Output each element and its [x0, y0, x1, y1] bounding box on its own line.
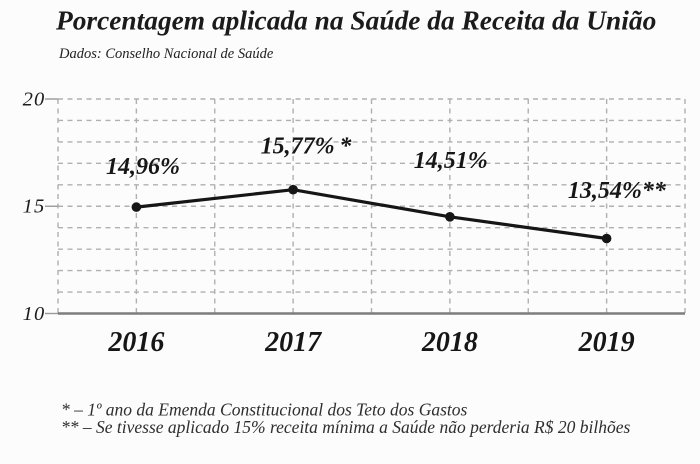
svg-text:20: 20	[23, 89, 46, 111]
svg-text:** – Se tivesse aplicado 15% r: ** – Se tivesse aplicado 15% receita mín…	[61, 417, 630, 437]
svg-text:15: 15	[23, 196, 46, 218]
svg-text:14,51%: 14,51%	[414, 148, 488, 174]
svg-text:2019: 2019	[578, 327, 635, 358]
svg-text:Porcentagem aplicada na Saúde: Porcentagem aplicada na Saúde da Receita…	[55, 6, 656, 36]
svg-text:13,54%**: 13,54%**	[568, 178, 667, 204]
svg-text:2016: 2016	[107, 327, 164, 358]
svg-text:14,96%: 14,96%	[106, 154, 180, 180]
svg-text:Dados: Conselho Nacional de Sa: Dados: Conselho Nacional de Saúde	[58, 46, 274, 62]
svg-text:2018: 2018	[421, 327, 478, 358]
svg-text:10: 10	[23, 303, 46, 325]
svg-text:* – 1º ano da Emenda Constituc: * – 1º ano da Emenda Constitucional dos …	[61, 399, 468, 419]
svg-text:15,77% *: 15,77% *	[261, 134, 353, 160]
svg-text:2017: 2017	[264, 327, 322, 358]
